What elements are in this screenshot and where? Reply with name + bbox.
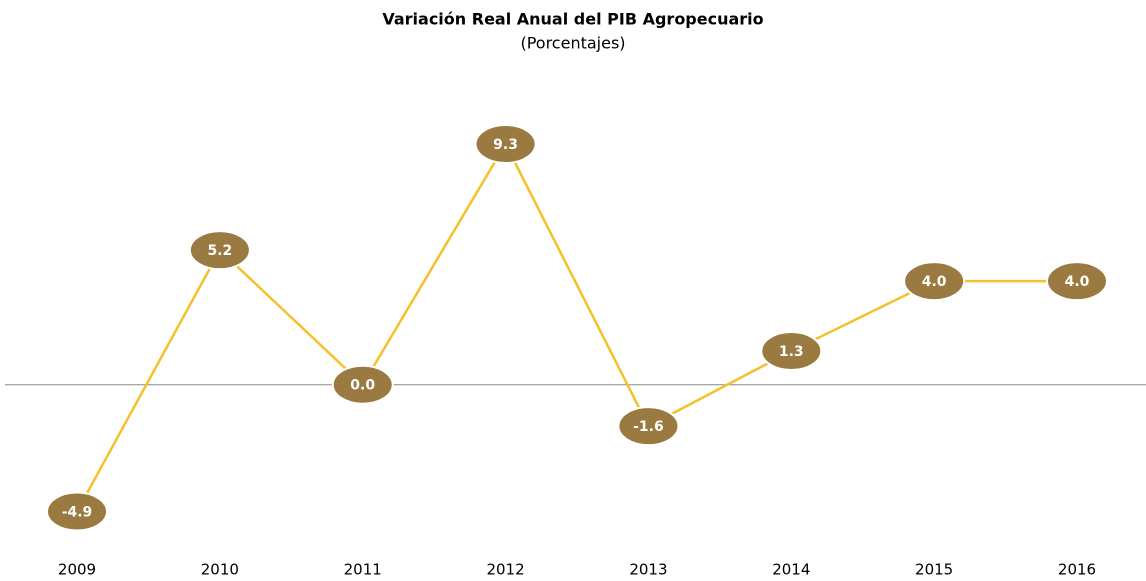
marker [760, 331, 823, 372]
x-tick-label: 2015 [915, 561, 953, 579]
marker [46, 491, 108, 532]
data-label: 1.3 [779, 344, 804, 360]
data-label: 9.3 [493, 137, 518, 153]
data-label: 4.0 [922, 274, 947, 290]
x-tick-label: 2011 [344, 561, 382, 579]
chart-subtitle: (Porcentajes) [520, 34, 625, 53]
x-tick-label: 2014 [772, 561, 810, 579]
x-tick-label: 2009 [58, 561, 96, 579]
data-label: 5.2 [207, 243, 232, 259]
marker [474, 124, 537, 164]
data-label: 4.0 [1065, 274, 1090, 290]
marker [1046, 261, 1108, 302]
data-label: -4.9 [62, 505, 93, 521]
line [75, 141, 1077, 513]
chart-title: Variación Real Anual del PIB Agropecuari… [382, 10, 763, 29]
marker [188, 230, 251, 271]
x-tick-label: 2012 [486, 561, 524, 579]
marker [331, 364, 394, 405]
data-label: -1.6 [633, 419, 664, 435]
marker [617, 406, 680, 447]
x-tick-label: 2016 [1058, 561, 1096, 579]
x-tick-label: 2013 [629, 561, 667, 579]
data-label: 0.0 [350, 378, 375, 394]
x-tick-label: 2010 [201, 561, 239, 579]
marker [903, 261, 966, 302]
